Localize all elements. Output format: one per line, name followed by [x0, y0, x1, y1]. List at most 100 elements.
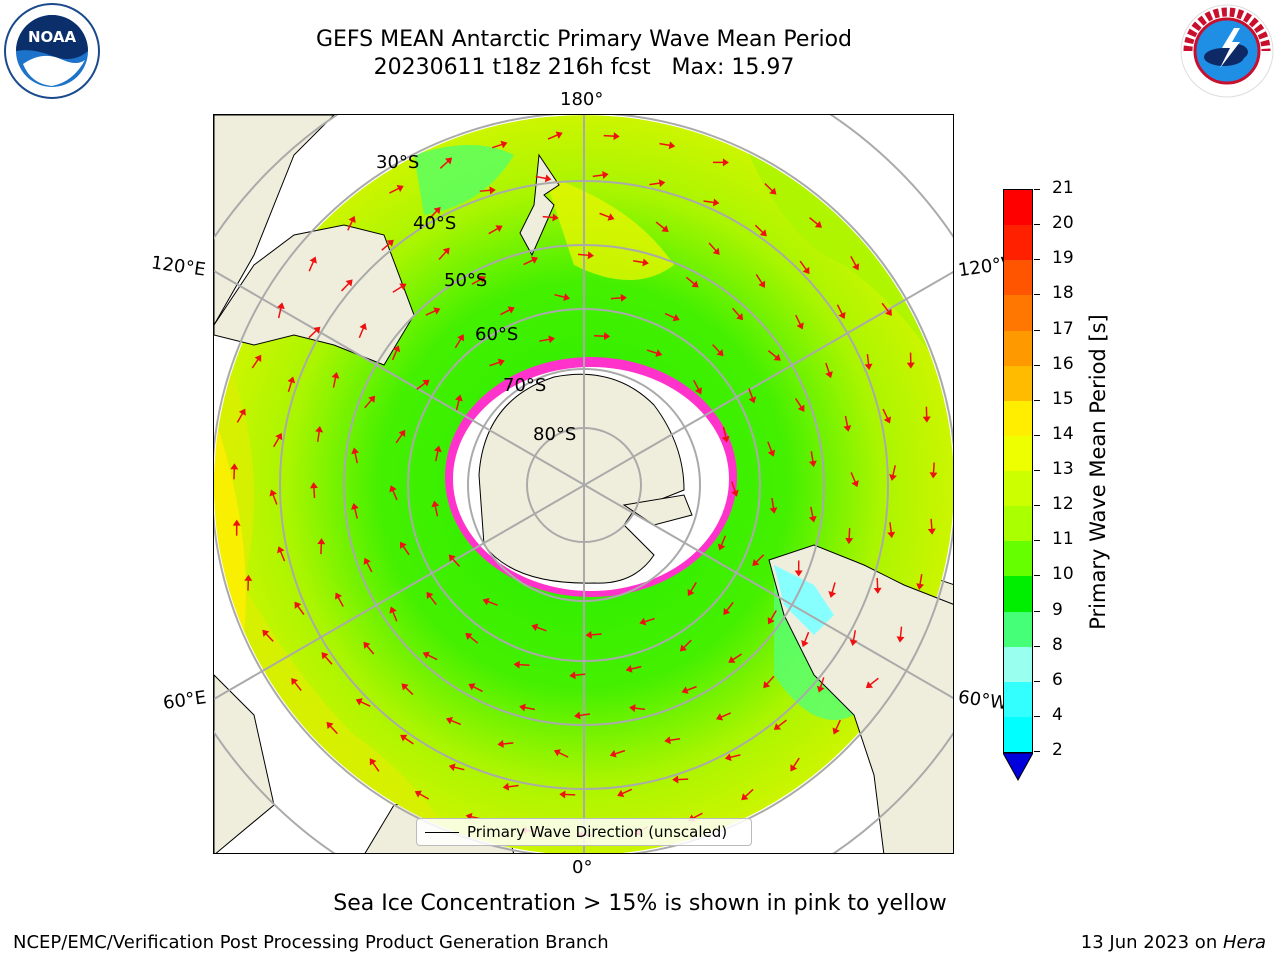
colorbar-tick-label: 8 [1052, 634, 1063, 655]
direction-arrow [276, 302, 285, 319]
direction-arrow [539, 335, 555, 344]
graticule [214, 115, 953, 853]
direction-arrow [559, 790, 576, 799]
direction-arrow [850, 472, 859, 488]
direction-arrow [577, 251, 594, 260]
direction-arrow [519, 703, 536, 712]
direction-arrow [479, 186, 496, 195]
direction-arrow [659, 141, 676, 150]
direction-arrow [906, 352, 915, 369]
direction-arrow [664, 736, 681, 745]
direction-arrow [448, 554, 461, 567]
direction-arrow [625, 664, 642, 673]
direction-arrow [389, 184, 404, 194]
direction-arrow [864, 354, 873, 371]
direction-arrow [347, 215, 356, 231]
direction-arrow [767, 441, 776, 457]
direction-arrow [468, 683, 483, 693]
noaa-logo: NOAA [3, 2, 101, 100]
direction-arrow [569, 671, 586, 680]
colorbar-tick-label: 2 [1052, 740, 1063, 760]
footer-host: Hera [1222, 932, 1266, 953]
colorbar-tick-mark [1034, 505, 1040, 507]
direction-arrow [287, 376, 296, 393]
direction-arrow [535, 174, 552, 183]
sea-ice-note: Sea Ice Concentration > 15% is shown in … [333, 891, 947, 916]
direction-arrow [712, 158, 729, 167]
colorbar-tick-mark [1034, 189, 1040, 190]
direction-arrow [445, 716, 462, 726]
direction-arrow [672, 775, 689, 784]
colorbar-tick-label: 4 [1052, 704, 1063, 725]
colorbar-tick-mark [1034, 575, 1040, 577]
colorbar-segment [1004, 400, 1032, 436]
direction-arrow [816, 677, 825, 693]
colorbar-tick-mark [1034, 434, 1040, 436]
direction-arrow [399, 541, 410, 556]
direction-arrow [843, 415, 852, 432]
direction-arrow [609, 749, 626, 758]
lat-label-80s: 80°S [533, 424, 577, 445]
colorbar-tick-label: 10 [1052, 564, 1074, 585]
direction-arrow [723, 601, 734, 616]
colorbar-segment [1004, 611, 1032, 647]
direction-arrow [693, 379, 702, 395]
direction-arrow [497, 739, 514, 748]
direction-arrow [896, 626, 905, 643]
colorbar-tick-mark [1034, 610, 1040, 612]
colorbar-tick-mark [1034, 294, 1040, 296]
colorbar-segment [1004, 260, 1032, 296]
colorbar-segment [1004, 506, 1032, 542]
direction-arrow [448, 763, 465, 772]
direction-arrow [790, 757, 800, 772]
direction-arrow [801, 631, 810, 648]
colorbar-tick-mark [1034, 540, 1040, 542]
direction-arrow [389, 485, 398, 501]
lat-label-60s: 60°S [475, 324, 519, 345]
direction-arrow [401, 683, 414, 696]
direction-arrow [351, 447, 360, 464]
direction-arrow [315, 425, 324, 442]
direction-arrow [364, 395, 376, 409]
direction-arrow [358, 322, 367, 339]
direction-arrow [664, 312, 680, 322]
direction-arrow [794, 560, 803, 577]
direction-arrow [251, 354, 262, 369]
direction-arrow [629, 704, 646, 713]
direction-arrow [236, 408, 246, 423]
direction-arrow [603, 132, 620, 141]
colorbar-tick-label: 6 [1052, 669, 1063, 690]
colorbar-segment [1004, 576, 1032, 612]
direction-arrow [471, 275, 486, 285]
direction-arrow [317, 538, 326, 555]
direction-arrow [308, 326, 321, 339]
nws-logo [1178, 2, 1276, 100]
direction-arrow [929, 462, 938, 479]
direction-arrow [754, 224, 767, 237]
direction-arrow [426, 591, 437, 606]
direction-arrow [808, 506, 817, 523]
colorbar-tick-mark [1034, 364, 1040, 366]
colorbar-tick-mark [1034, 399, 1040, 401]
direction-arrow [428, 207, 441, 220]
colorbar-tick-label: 17 [1052, 318, 1074, 339]
direction-arrow [685, 276, 699, 288]
direction-arrow [351, 503, 359, 519]
direction-arrow [334, 592, 344, 607]
colorbar-segment [1004, 190, 1032, 226]
direction-arrow [431, 500, 440, 517]
direction-arrow [592, 171, 609, 179]
direction-arrow [881, 302, 892, 316]
direction-arrow [808, 451, 817, 468]
direction-arrow [455, 394, 463, 411]
colorbar-segment [1004, 716, 1032, 752]
direction-arrow [836, 304, 846, 320]
direction-arrow [639, 617, 655, 626]
direction-arrow [262, 629, 274, 642]
lat-label-50s: 50°S [444, 270, 488, 291]
direction-arrow [646, 349, 663, 357]
direction-arrow [574, 711, 591, 720]
lon-label-120e: 120°E [149, 252, 207, 281]
direction-arrow [873, 577, 882, 594]
direction-arrow [542, 213, 559, 222]
